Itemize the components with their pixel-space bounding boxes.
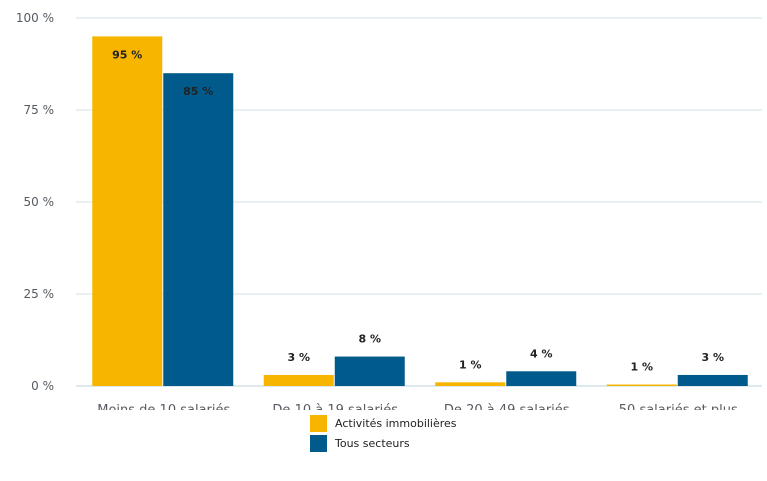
bar-activites-immobilieres[interactable] [92,36,163,387]
legend-swatch-tous-secteurs [310,434,327,452]
data-label: 85 % [183,85,213,98]
x-category-label: 50 salariés et plus [619,403,738,410]
legend-item-activites-immobilieres[interactable]: Activités immobilières [310,413,457,433]
x-axis: Moins de 10 salariés De 10 à 19 salariés D… [97,403,738,410]
y-tick-label: 25 % [24,287,55,301]
data-label: 3 % [287,351,310,364]
bar-activites-immobilieres[interactable] [606,384,677,386]
data-labels: 95 % 85 % 3 % 8 % 1 % 4 % 1 % 3 % [112,48,724,373]
x-category-label: De 20 à 49 salariés [444,403,570,410]
bar-tous-secteurs[interactable] [677,374,748,386]
y-axis: 0 % 25 % 50 % 75 % 100 % [16,11,54,393]
bar-activites-immobilieres[interactable] [435,382,506,386]
legend-swatch-activites-immobilieres [310,414,327,432]
x-category-label: Moins de 10 salariés [97,403,230,410]
data-label: 1 % [459,358,482,371]
y-tick-label: 0 % [31,379,54,393]
legend-label: Activités immobilières [335,416,457,430]
legend: Activités immobilières Tous secteurs [310,413,457,453]
bar-tous-secteurs[interactable] [334,356,405,386]
data-label: 95 % [112,48,142,61]
data-label: 3 % [701,351,724,364]
legend-label: Tous secteurs [335,436,410,450]
bar-activites-immobilieres[interactable] [263,374,334,386]
x-category-label: De 10 à 19 salariés [272,403,398,410]
bar-tous-secteurs[interactable] [506,371,577,386]
bars [92,36,748,387]
y-tick-label: 100 % [16,11,54,25]
y-tick-label: 75 % [24,103,55,117]
legend-item-tous-secteurs[interactable]: Tous secteurs [310,433,457,453]
bar-tous-secteurs[interactable] [163,73,234,386]
bar-chart: 0 % 25 % 50 % 75 % 100 % 95 % 85 % 3 % 8 % 1 % 4 … [16,11,762,410]
data-label: 1 % [630,361,653,374]
data-label: 4 % [530,347,553,360]
data-label: 8 % [358,333,381,346]
y-tick-label: 50 % [24,195,55,209]
